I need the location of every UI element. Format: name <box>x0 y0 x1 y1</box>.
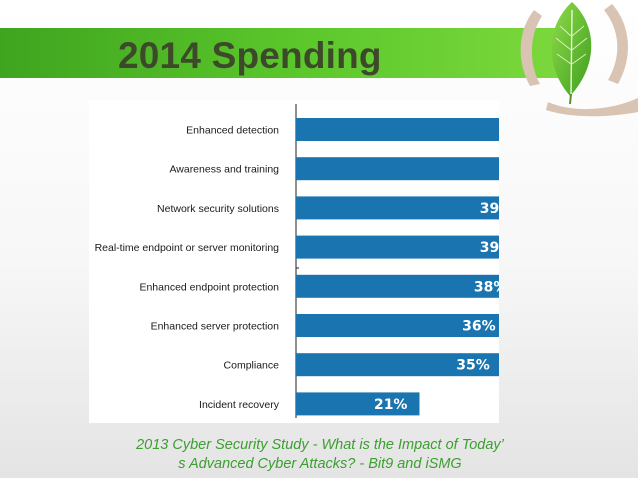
caption-line-2: s Advanced Cyber Attacks? - Bit9 and iSM… <box>178 456 462 472</box>
bar <box>296 196 499 220</box>
hand-right-icon <box>604 4 629 84</box>
caption-line-1: 2013 Cyber Security Study - What is the … <box>136 437 504 453</box>
data-label: 39% <box>480 201 499 217</box>
bar-chart: Enhanced detection45%Awareness and train… <box>89 100 499 423</box>
source-caption: 2013 Cyber Security Study - What is the … <box>80 436 560 474</box>
bar <box>296 157 499 181</box>
data-label: 35% <box>456 358 490 374</box>
data-label: 21% <box>374 397 408 413</box>
category-label: Real-time endpoint or server monitoring <box>95 242 280 254</box>
leaf-icon <box>551 2 592 105</box>
category-label: Enhanced endpoint protection <box>139 281 279 293</box>
category-label: Enhanced server protection <box>151 321 280 333</box>
leaf-hands-logo <box>520 2 638 117</box>
bar <box>296 235 499 259</box>
title-band <box>0 28 560 78</box>
bar <box>296 392 420 416</box>
hand-left-icon <box>520 10 542 86</box>
category-label: Network security solutions <box>157 203 279 215</box>
data-label: 36% <box>462 319 496 335</box>
category-label: Incident recovery <box>199 399 280 411</box>
category-label: Awareness and training <box>169 164 279 176</box>
bar <box>296 118 499 141</box>
category-label: Enhanced detection <box>186 125 279 137</box>
bar <box>296 274 499 298</box>
bar-chart-svg: Enhanced detection45%Awareness and train… <box>95 104 499 418</box>
slide-title: 2014 Spending <box>118 35 382 76</box>
category-label: Compliance <box>224 360 280 372</box>
bar <box>296 314 499 337</box>
hand-bottom-icon <box>546 98 638 117</box>
data-label: 39% <box>480 240 499 256</box>
bar <box>296 353 499 377</box>
data-label: 38% <box>474 279 499 295</box>
